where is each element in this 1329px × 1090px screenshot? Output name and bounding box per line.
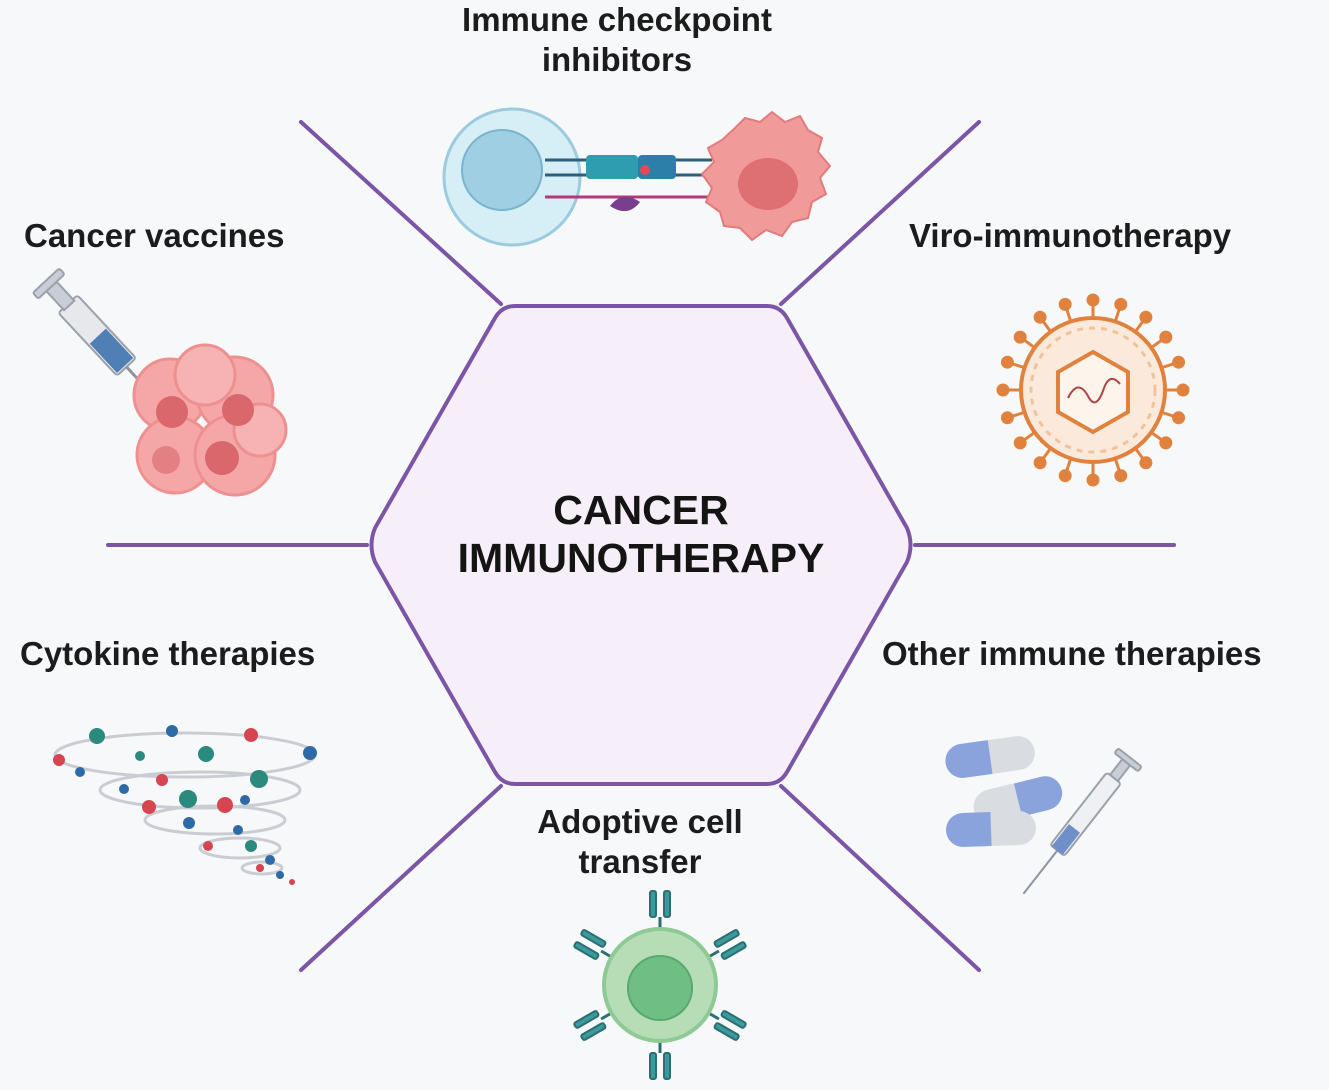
cytokine-swirl-icon [53, 725, 317, 885]
center-title-line1: CANCER [553, 487, 729, 533]
adoptive-label: Adoptive cell transfer [510, 802, 770, 882]
center-title: CANCER IMMUNOTHERAPY [391, 486, 891, 582]
tcell-receptor-chain [720, 1010, 747, 1029]
tcell-receptor-stem [707, 1011, 720, 1021]
connector-top-left [299, 120, 503, 306]
virus-spike-tip [1176, 383, 1190, 397]
checkpoint-label-line1: Immune checkpoint [462, 1, 772, 38]
cytokine-label: Cytokine therapies [20, 635, 316, 672]
virus-icon [996, 293, 1190, 487]
virus-spike-tip [1058, 469, 1072, 483]
tcell-receptor-chain [720, 941, 747, 960]
virus-spike-tip [1000, 411, 1014, 425]
virus-spike-tip [1013, 330, 1027, 344]
tcell-receptor-chain [573, 1010, 600, 1029]
checkpoint-binding-icon [442, 107, 832, 247]
virus-spike-tip [1058, 297, 1072, 311]
virus-spike-tip [1086, 473, 1100, 487]
tcell-receptor-stem [600, 949, 613, 959]
adoptive-label-line1: Adoptive cell [537, 803, 743, 840]
tcell-receptor [573, 929, 613, 960]
virus-spike-tip [1114, 469, 1128, 483]
connector-lines [106, 120, 1176, 972]
virus-spike-tip [1139, 456, 1153, 470]
tcell-receptor-stem [707, 949, 720, 959]
tcell-receptor [573, 1010, 613, 1041]
tcell-receptor-chain [649, 890, 657, 918]
center-title-line2: IMMUNOTHERAPY [457, 535, 825, 581]
tcell-receptor-chain [663, 890, 671, 918]
tcell-receptor [649, 1041, 671, 1080]
tcell-receptor-chain [663, 1052, 671, 1080]
pills-syringe-icon [945, 736, 1142, 895]
checkpoint-label: Immune checkpoint inhibitors [440, 0, 794, 80]
virus-spike-tip [1033, 456, 1047, 470]
virus-spike-tip [1086, 293, 1100, 307]
center-hexagon [369, 304, 913, 786]
virus-spike-tip [1159, 436, 1173, 450]
tcell-receptor [649, 890, 671, 929]
virus-spike-tip [996, 383, 1010, 397]
connector-bottom-right [779, 784, 981, 972]
tcell-receptor-chain [580, 1022, 607, 1041]
checkpoint-label-line2: inhibitors [541, 41, 693, 78]
tcell-receptor [707, 929, 747, 960]
syringe-tumor-icon [32, 268, 288, 497]
virus-spike-tip [1172, 411, 1186, 425]
virus-spike-tip [1000, 355, 1014, 369]
virus-spike-tip [1114, 297, 1128, 311]
other-therapies-label: Other immune therapies [882, 635, 1262, 672]
virus-spike-tip [1139, 310, 1153, 324]
viro-label: Viro-immunotherapy [909, 217, 1232, 254]
connector-top-right [779, 120, 981, 306]
vaccines-label: Cancer vaccines [24, 217, 285, 254]
tcell-receptor-stem [600, 1011, 613, 1021]
virus-spike-tip [1013, 436, 1027, 450]
connector-bottom-left [299, 784, 503, 972]
tcell-receptor-chain [713, 1022, 740, 1041]
tcell-receptor-chain [580, 929, 607, 948]
tcell-receptor-chain [573, 941, 600, 960]
tcell-receptor [707, 1010, 747, 1041]
t-cell-icon [573, 890, 747, 1080]
virus-spike-tip [1159, 330, 1173, 344]
virus-spike-tip [1033, 310, 1047, 324]
virus-spike-tip [1172, 355, 1186, 369]
adoptive-label-line2: transfer [578, 843, 702, 880]
tcell-receptor-chain [713, 929, 740, 948]
tcell-receptor-chain [649, 1052, 657, 1080]
